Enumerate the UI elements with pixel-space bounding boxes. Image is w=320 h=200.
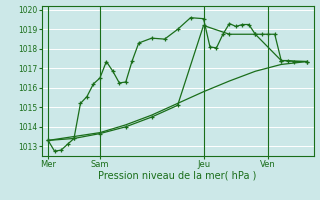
X-axis label: Pression niveau de la mer( hPa ): Pression niveau de la mer( hPa ) [99, 171, 257, 181]
